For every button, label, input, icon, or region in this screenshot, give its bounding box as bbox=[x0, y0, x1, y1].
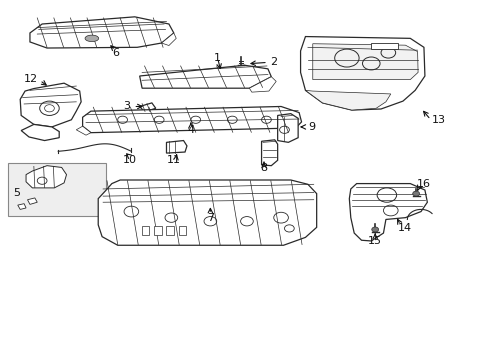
Text: 13: 13 bbox=[431, 115, 445, 125]
Polygon shape bbox=[76, 126, 91, 135]
Polygon shape bbox=[21, 125, 59, 140]
Bar bbox=[142, 226, 149, 234]
Text: 3: 3 bbox=[123, 102, 130, 112]
Text: 9: 9 bbox=[307, 122, 315, 132]
Polygon shape bbox=[26, 166, 66, 188]
Bar bbox=[370, 42, 397, 49]
Polygon shape bbox=[161, 33, 176, 45]
Text: 10: 10 bbox=[122, 155, 137, 165]
Circle shape bbox=[412, 191, 419, 196]
Polygon shape bbox=[20, 83, 81, 127]
Polygon shape bbox=[140, 103, 156, 112]
Polygon shape bbox=[82, 107, 301, 133]
Polygon shape bbox=[140, 65, 271, 88]
Text: 1: 1 bbox=[214, 53, 221, 63]
Text: 12: 12 bbox=[24, 74, 38, 84]
Polygon shape bbox=[166, 140, 186, 153]
Text: 4: 4 bbox=[187, 125, 194, 135]
Text: 7: 7 bbox=[206, 213, 213, 222]
Text: 14: 14 bbox=[397, 224, 411, 233]
Text: 16: 16 bbox=[416, 179, 430, 189]
Polygon shape bbox=[261, 140, 277, 166]
Polygon shape bbox=[27, 198, 37, 204]
Text: 11: 11 bbox=[166, 155, 181, 165]
Polygon shape bbox=[312, 44, 417, 80]
Text: 15: 15 bbox=[367, 236, 382, 246]
Polygon shape bbox=[98, 180, 316, 245]
Polygon shape bbox=[348, 184, 427, 241]
Polygon shape bbox=[18, 204, 26, 210]
Polygon shape bbox=[277, 114, 298, 142]
Ellipse shape bbox=[85, 35, 99, 41]
Bar bbox=[178, 226, 185, 234]
Bar bbox=[154, 226, 161, 234]
Polygon shape bbox=[30, 17, 173, 48]
Text: 2: 2 bbox=[270, 57, 277, 67]
Bar bbox=[166, 226, 173, 234]
Polygon shape bbox=[249, 77, 276, 92]
Polygon shape bbox=[300, 37, 424, 110]
Text: 8: 8 bbox=[260, 163, 267, 173]
Circle shape bbox=[371, 227, 378, 232]
Text: 6: 6 bbox=[112, 48, 119, 58]
Text: 5: 5 bbox=[13, 188, 20, 198]
Polygon shape bbox=[305, 90, 390, 110]
Bar bbox=[8, 163, 105, 216]
